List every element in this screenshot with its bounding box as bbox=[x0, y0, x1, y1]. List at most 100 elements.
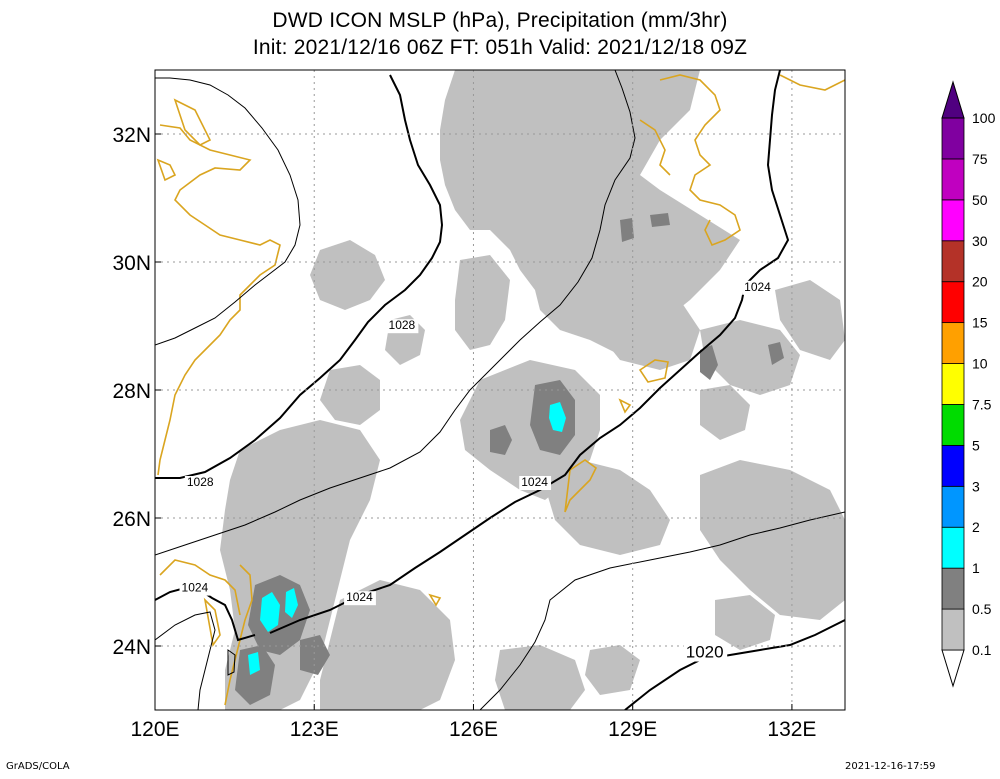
coastline-ryukyu bbox=[428, 359, 669, 607]
legend-label-3: 2 bbox=[972, 519, 980, 535]
isobar-label-bg-6 bbox=[683, 642, 728, 662]
legend-swatch-2 bbox=[941, 567, 965, 610]
coastlines bbox=[156, 74, 845, 706]
isobar-label-5: 1024 bbox=[346, 590, 373, 604]
isobar-label-0: 1028 bbox=[389, 318, 416, 332]
precip-moderate-east bbox=[700, 345, 718, 380]
map-title: DWD ICON MSLP (hPa), Precipitation (mm/3… bbox=[272, 9, 728, 32]
legend-label-2: 1 bbox=[972, 560, 980, 576]
tick-label-lat-2: 28N bbox=[112, 380, 151, 403]
legend-label-0: 0.1 bbox=[972, 642, 992, 658]
isobar-label-1: 1028 bbox=[187, 475, 214, 489]
footer-software: GrADS/COLA bbox=[6, 761, 70, 772]
tick-label-lon-1: 123E bbox=[290, 718, 339, 741]
tick-label-lon-4: 132E bbox=[767, 718, 816, 741]
legend-label-10: 30 bbox=[972, 233, 988, 249]
isobar-label-bg-3 bbox=[519, 476, 552, 490]
isobar-label-bg-5 bbox=[344, 591, 376, 606]
legend-label-5: 5 bbox=[972, 437, 980, 453]
legend-swatch-4 bbox=[941, 485, 965, 528]
tick-label-lat-4: 32N bbox=[112, 124, 151, 147]
precip-legend: 0.1 0.5 1 2 3 5 7.5 10 15 20 30 50 75 100 bbox=[941, 80, 996, 688]
precip-heavy-sw-2 bbox=[285, 588, 298, 618]
legend-swatch-7 bbox=[941, 363, 965, 405]
legend-swatch-14 bbox=[941, 80, 965, 119]
precip-moderate-east-2 bbox=[768, 342, 784, 365]
legend-swatch-0 bbox=[941, 649, 965, 688]
legend-label-13: 100 bbox=[972, 110, 996, 126]
precip-area-south-2 bbox=[585, 645, 640, 695]
legend-label-12: 75 bbox=[972, 151, 988, 167]
isobar-1024-west bbox=[155, 586, 256, 642]
tick-label-lon-2: 126E bbox=[449, 718, 498, 741]
precip-area-west-cluster bbox=[320, 365, 380, 425]
map-axes: 120E 123E 126E 129E 132E 24N 26N 28N 30N 32N bbox=[112, 124, 816, 741]
tick-label-lat-1: 26N bbox=[112, 508, 151, 531]
isobar-thin-north bbox=[155, 77, 301, 346]
precip-area-center-west bbox=[310, 240, 385, 310]
precip-heavy-areas bbox=[248, 402, 566, 675]
precip-area-center-south bbox=[540, 460, 670, 555]
legend-label-7: 10 bbox=[972, 356, 988, 372]
isobar-label-bg-0 bbox=[386, 319, 419, 334]
isobar-label-4: 1024 bbox=[182, 581, 209, 595]
precip-moderate-north bbox=[620, 218, 634, 242]
precip-moderate-center-2 bbox=[490, 425, 512, 455]
isobar-label-bg-2 bbox=[742, 280, 774, 295]
legend-label-4: 3 bbox=[972, 478, 980, 494]
isobar-label-3: 1024 bbox=[521, 475, 548, 489]
isobar-labels: 1028 1028 1024 1024 1024 1024 1020 bbox=[179, 280, 774, 662]
legend-swatch-9 bbox=[941, 281, 965, 324]
legend-swatch-8 bbox=[941, 322, 965, 364]
isobar-1024-main bbox=[269, 70, 790, 634]
isobar-label-bg-1 bbox=[184, 476, 217, 490]
legend-swatch-10 bbox=[941, 240, 965, 283]
isobars bbox=[155, 70, 845, 710]
precip-area-south bbox=[495, 645, 585, 710]
legend-swatch-13 bbox=[941, 117, 965, 160]
legend-swatch-1 bbox=[941, 608, 965, 651]
isobar-1020 bbox=[624, 619, 845, 710]
tick-label-lat-3: 30N bbox=[112, 252, 151, 275]
isobar-label-6: 1020 bbox=[686, 643, 724, 662]
precip-moderate-sw-3 bbox=[300, 635, 330, 675]
legend-swatch-3 bbox=[941, 526, 965, 569]
precip-moderate-north-2 bbox=[650, 213, 670, 227]
precip-area-north-2 bbox=[525, 105, 600, 225]
map-grid bbox=[155, 70, 845, 710]
precip-moderate-areas bbox=[235, 213, 784, 705]
footer-timestamp: 2021-12-16-17:59 bbox=[845, 761, 936, 772]
coastline-china bbox=[157, 124, 281, 476]
legend-label-6: 7.5 bbox=[972, 396, 992, 412]
precip-heavy-center bbox=[549, 402, 566, 432]
legend-label-1: 0.5 bbox=[972, 601, 992, 617]
tick-label-lon-3: 129E bbox=[608, 718, 657, 741]
isobar-thin-south bbox=[155, 611, 216, 710]
precip-heavy-sw-3 bbox=[248, 652, 260, 675]
isobar-thin-south-2 bbox=[479, 511, 845, 710]
isobar-label-bg-4 bbox=[179, 581, 212, 596]
legend-swatch-6 bbox=[941, 404, 965, 446]
legend-label-11: 50 bbox=[972, 192, 988, 208]
precip-area-north bbox=[440, 70, 740, 355]
precip-area-east-south bbox=[700, 385, 750, 440]
precip-area-east-2 bbox=[700, 320, 800, 395]
coastline-china-islands bbox=[156, 98, 212, 182]
isobar-label-2: 1024 bbox=[744, 280, 771, 294]
isobar-thin-north-2 bbox=[155, 70, 636, 556]
isobar-thin-island bbox=[227, 649, 236, 676]
map-plot-area: 1028 1028 1024 1024 1024 1024 1020 bbox=[155, 70, 845, 710]
precip-area-far-east bbox=[775, 280, 845, 360]
coastline-taiwan bbox=[159, 559, 253, 706]
precip-area-east bbox=[600, 290, 700, 370]
legend-label-9: 20 bbox=[972, 274, 988, 290]
precip-area-southeast bbox=[700, 460, 845, 620]
isobar-1028 bbox=[155, 74, 444, 479]
tick-label-lon-0: 120E bbox=[130, 718, 179, 741]
coastline-japan-kyushu bbox=[639, 74, 845, 247]
legend-label-8: 15 bbox=[972, 315, 988, 331]
tick-label-lat-0: 24N bbox=[112, 636, 151, 659]
precip-moderate-sw-2 bbox=[235, 645, 275, 705]
legend-swatch-12 bbox=[941, 158, 965, 201]
